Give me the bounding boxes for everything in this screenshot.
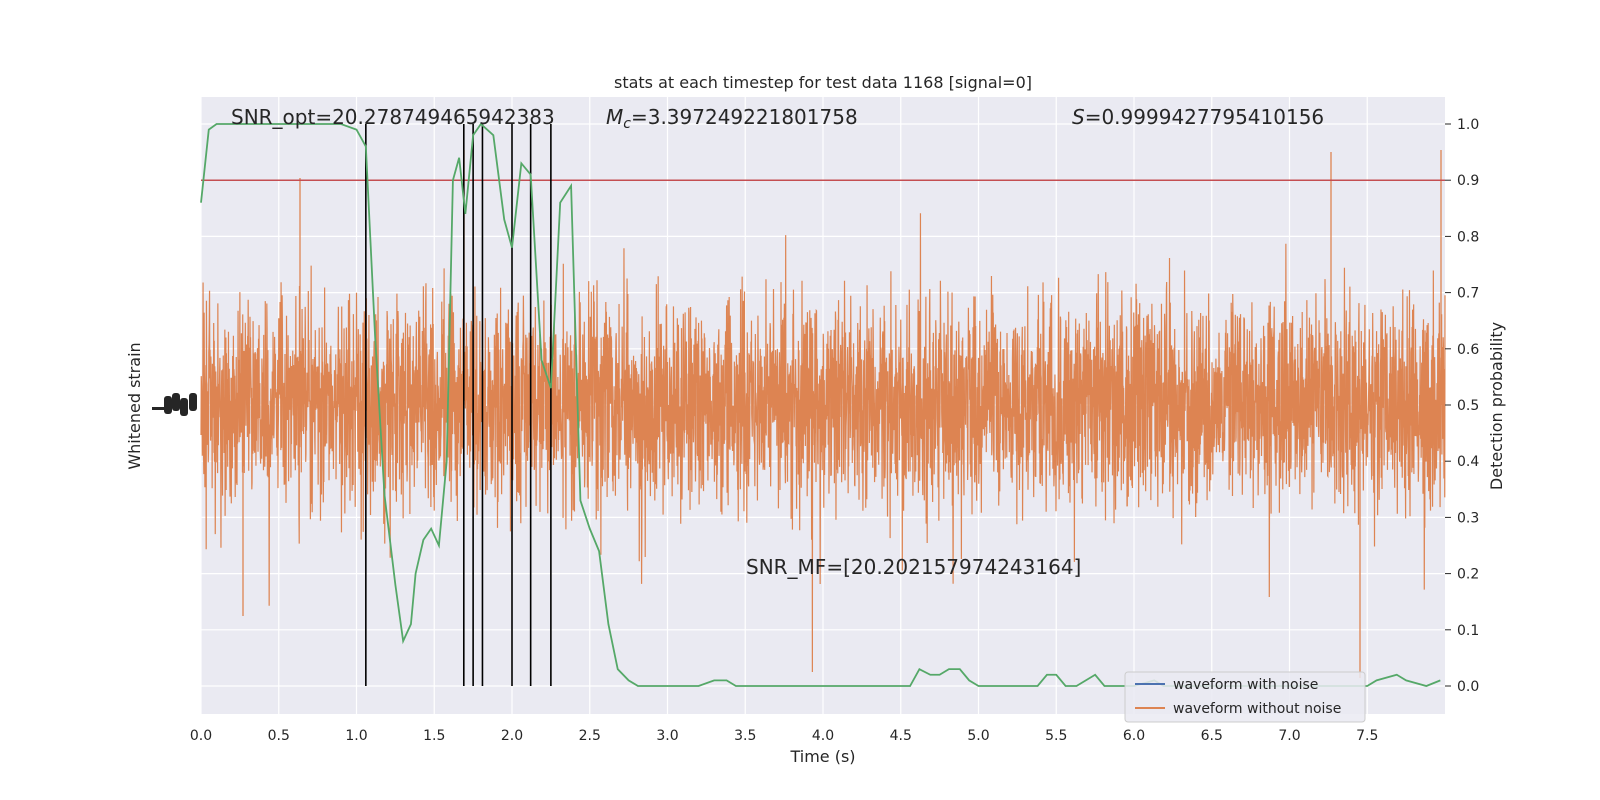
strain-path (200, 213, 1446, 673)
s-annotation: S=0.9999427795410156 (1072, 105, 1324, 129)
chart-title: stats at each timestep for test data 116… (614, 73, 1032, 92)
snr-opt-annotation: SNR_opt=20.278749465942383 (231, 105, 555, 129)
legend: waveform with noise waveform without noi… (1124, 671, 1366, 723)
left-tick-blob (152, 407, 170, 410)
left-tick-clutter (152, 393, 197, 416)
probability-series (200, 122, 1441, 687)
left-tick-blob (189, 393, 197, 411)
y-tick-label: 0.2 (1457, 567, 1479, 583)
y-tick-label: 0.4 (1457, 454, 1479, 470)
x-tick-label: 1.0 (345, 728, 367, 744)
x-tick-labels: 0.0 0.5 1.0 1.5 2.0 2.5 3.0 3.5 4.0 4.5 5.0 5.5 6.0 6… (190, 728, 1379, 744)
x-tick-label: 6.5 (1201, 728, 1223, 744)
legend-box (1124, 671, 1366, 723)
y-axis-label-right: Detection probability (1487, 322, 1506, 490)
x-tick-label: 3.5 (734, 728, 756, 744)
trigger-lines (365, 124, 552, 686)
x-tick-label: 5.0 (967, 728, 989, 744)
chirp-mass-symbol: M (606, 105, 623, 129)
y-tick-label: 0.7 (1457, 286, 1479, 302)
x-tick-label: 4.0 (812, 728, 834, 744)
legend-label-noise: waveform with noise (1173, 677, 1318, 693)
x-tick-label: 0.0 (190, 728, 212, 744)
y-tick-label: 0.3 (1457, 510, 1479, 526)
x-tick-label: 5.5 (1045, 728, 1067, 744)
x-tick-label: 0.5 (268, 728, 290, 744)
y-tick-label: 0.6 (1457, 342, 1479, 358)
y-tick-label: 0.0 (1457, 679, 1479, 695)
y-axis-label-left: Whitened strain (125, 342, 144, 469)
left-tick-blob (180, 398, 188, 416)
x-tick-label: 6.0 (1123, 728, 1145, 744)
x-tick-label: 2.0 (501, 728, 523, 744)
x-tick-label: 2.5 (579, 728, 601, 744)
x-tick-label: 7.5 (1356, 728, 1378, 744)
x-tick-label: 1.5 (423, 728, 445, 744)
left-tick-blob (164, 396, 172, 414)
x-axis-label: Time (s) (789, 747, 855, 766)
x-tick-label: 7.0 (1278, 728, 1300, 744)
chirp-mass-annotation: Mc=3.397249221801758 (606, 105, 858, 132)
x-tick-label: 4.5 (890, 728, 912, 744)
s-value: =0.9999427795410156 (1085, 105, 1324, 129)
x-tick-label: 3.0 (656, 728, 678, 744)
left-tick-blob (172, 393, 180, 411)
y-tick-label: 0.5 (1457, 398, 1479, 414)
y-tick-label: 0.1 (1457, 623, 1479, 639)
y-tick-label: 0.8 (1457, 229, 1479, 245)
y-tick-labels: 0.0 0.1 0.2 0.3 0.4 0.5 0.6 0.7 0.8 0.9 1.0 (1445, 117, 1479, 695)
s-symbol: S (1072, 105, 1085, 129)
snr-mf-annotation: SNR_MF=[20.202157974243164] (746, 555, 1081, 579)
probability-line (200, 122, 1441, 687)
y-tick-label: 0.9 (1457, 173, 1479, 189)
chirp-mass-subscript: c (623, 116, 631, 132)
chirp-mass-value: =3.397249221801758 (631, 105, 858, 129)
legend-label-clean: waveform without noise (1173, 701, 1341, 717)
y-tick-label: 1.0 (1457, 117, 1479, 133)
